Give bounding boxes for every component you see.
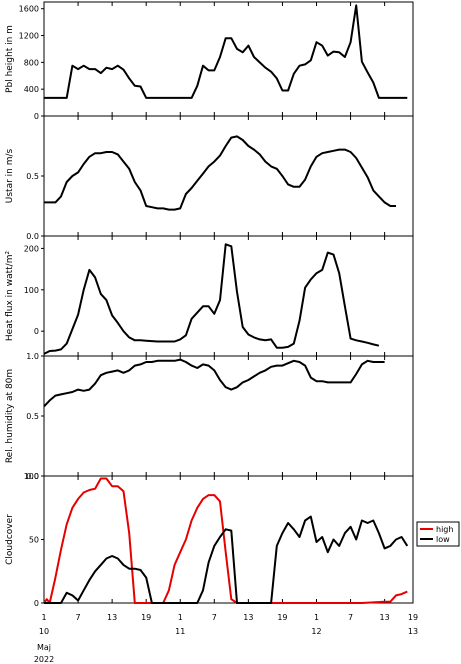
y-tick-label: 100 [24,472,39,481]
x-hour-label: 1 [314,613,319,622]
y-tick-label: 800 [24,58,39,67]
panel-frame [43,355,414,477]
x-hour-label: 7 [212,613,217,622]
y-tick-label: 100 [24,286,39,295]
y-tick-label: 0 [34,599,39,608]
series-line-high [43,477,408,604]
y-tick-label: 0.0 [26,232,39,241]
y-tick-label: 0 [34,112,39,121]
y-tick-label: 1.0 [26,352,39,361]
x-hour-label: 19 [408,613,418,622]
y-tick-label: 400 [24,85,39,94]
y-tick-label: 50 [29,536,39,545]
x-day-label: 11 [175,627,185,636]
x-hour-label: 1 [178,613,183,622]
x-hour-label: 13 [380,613,390,622]
x-hour-label: 19 [141,613,151,622]
y-tick-label: 0.0 [26,472,39,481]
y-tick-label: 0.5 [26,172,39,181]
x-hour-label: 7 [76,613,81,622]
x-day-label: 10 [39,627,49,636]
y-tick-label: 1200 [19,32,39,41]
series-line-panel-0 [44,4,408,99]
x-hour-label: 1 [41,613,46,622]
panel-frame [43,235,414,357]
series-line-panel-1 [44,135,396,211]
y-axis-label: Cloudcover [5,514,15,565]
y-axis-label: Pbl height in m [5,25,15,93]
x-hour-label: 7 [348,613,353,622]
series-line-panel-2 [43,243,380,355]
x-hour-label: 13 [107,613,117,622]
y-tick-label: 1600 [19,5,39,14]
x-day-label: 13 [408,627,418,636]
y-axis-label: Heat flux in watt/m² [5,251,15,342]
x-month-label: Maj [37,643,51,652]
series-line-panel-3 [43,358,385,408]
legend-entry: low [436,535,450,544]
y-tick-label: 0.5 [26,412,39,421]
x-year-label: 2022 [34,655,54,664]
series-line-low [44,515,409,604]
legend-box [416,521,460,547]
x-hour-label: 19 [277,613,287,622]
y-tick-label: 0 [34,327,39,336]
x-day-label: 12 [311,627,321,636]
y-axis-label: Rel. humidity at 80m [5,369,15,463]
legend-entry: high [436,525,453,534]
panel-frame [43,115,414,237]
x-hour-label: 13 [243,613,253,622]
y-tick-label: 200 [24,244,39,253]
y-axis-label: Ustar in m/s [5,148,15,203]
